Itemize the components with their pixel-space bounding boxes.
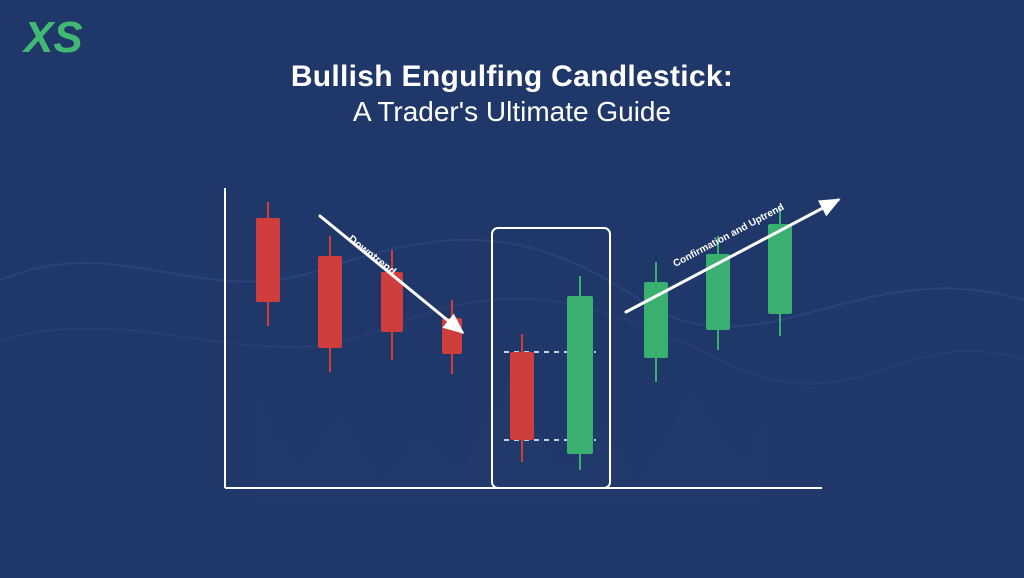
svg-text:Downtrend: Downtrend (346, 233, 399, 278)
background-mountains (90, 350, 980, 500)
infographic-stage: XS Bullish Engulfing Candlestick: A Trad… (0, 0, 1024, 578)
candlestick-chart: DowntrendConfirmation and Uptrend (0, 0, 1024, 578)
